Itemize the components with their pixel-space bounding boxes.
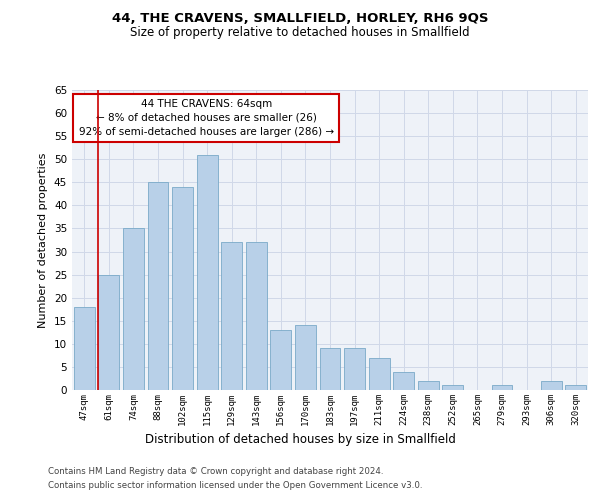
Bar xyxy=(442,386,463,390)
Bar xyxy=(418,381,439,390)
Text: Distribution of detached houses by size in Smallfield: Distribution of detached houses by size … xyxy=(145,432,455,446)
Bar xyxy=(541,381,562,390)
Bar xyxy=(197,154,218,390)
Bar xyxy=(295,326,316,390)
Bar xyxy=(491,386,512,390)
Bar xyxy=(368,358,389,390)
Bar xyxy=(74,307,95,390)
Bar xyxy=(565,386,586,390)
Bar xyxy=(344,348,365,390)
Bar xyxy=(271,330,292,390)
Bar xyxy=(148,182,169,390)
Text: Contains public sector information licensed under the Open Government Licence v3: Contains public sector information licen… xyxy=(48,481,422,490)
Text: 44, THE CRAVENS, SMALLFIELD, HORLEY, RH6 9QS: 44, THE CRAVENS, SMALLFIELD, HORLEY, RH6… xyxy=(112,12,488,26)
Bar xyxy=(393,372,414,390)
Text: Contains HM Land Registry data © Crown copyright and database right 2024.: Contains HM Land Registry data © Crown c… xyxy=(48,468,383,476)
Bar xyxy=(98,274,119,390)
Bar xyxy=(320,348,340,390)
Y-axis label: Number of detached properties: Number of detached properties xyxy=(38,152,49,328)
Bar xyxy=(221,242,242,390)
Bar xyxy=(172,187,193,390)
Text: 44 THE CRAVENS: 64sqm
← 8% of detached houses are smaller (26)
92% of semi-detac: 44 THE CRAVENS: 64sqm ← 8% of detached h… xyxy=(79,99,334,137)
Text: Size of property relative to detached houses in Smallfield: Size of property relative to detached ho… xyxy=(130,26,470,39)
Bar xyxy=(123,228,144,390)
Bar xyxy=(246,242,267,390)
